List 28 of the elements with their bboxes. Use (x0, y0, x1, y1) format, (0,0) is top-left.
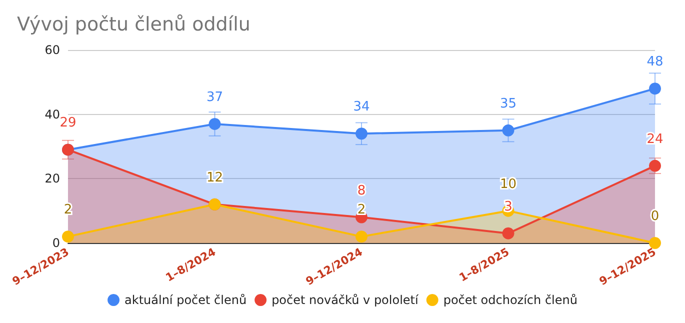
point (502, 124, 514, 136)
data-label: 10 (500, 176, 517, 192)
chart-title: Vývoj počtu členů oddílu (17, 14, 250, 36)
data-label: 12 (206, 170, 224, 186)
legend-label: počet odchozích členů (443, 293, 578, 307)
legend-label: aktuální počet členů (124, 293, 247, 307)
y-tick-label: 0 (52, 236, 60, 250)
point (502, 227, 514, 240)
point (356, 128, 368, 140)
point (649, 160, 661, 172)
point (62, 230, 74, 243)
data-label: 24 (646, 132, 664, 147)
data-label: 2 (64, 202, 72, 218)
data-label: 37 (206, 90, 224, 105)
y-tick-label: 40 (44, 107, 60, 122)
point (208, 118, 221, 130)
point (649, 82, 661, 95)
data-label: 8 (357, 183, 366, 198)
data-label: 35 (500, 96, 517, 112)
y-tick-label: 60 (44, 43, 60, 57)
y-tick-label: 20 (44, 172, 60, 186)
data-label: 29 (60, 116, 76, 131)
data-label: 0 (650, 209, 660, 224)
point (356, 230, 368, 243)
data-label: 48 (646, 54, 664, 70)
point (649, 237, 661, 249)
legend-label: počet nováčků v pololetí (272, 293, 419, 307)
data-label: 34 (353, 100, 370, 115)
